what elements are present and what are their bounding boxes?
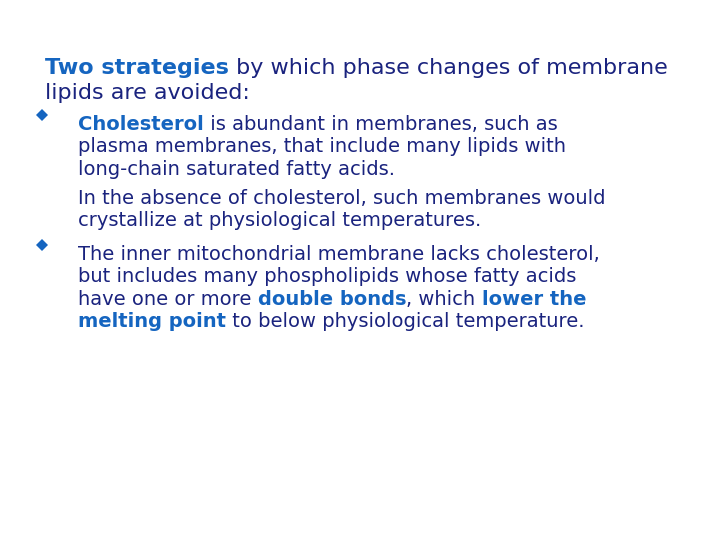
Text: is abundant in membranes, such as: is abundant in membranes, such as: [204, 115, 557, 134]
Text: long-chain saturated fatty acids.: long-chain saturated fatty acids.: [78, 160, 395, 179]
Text: double bonds: double bonds: [258, 290, 406, 309]
Text: by which phase changes of membrane: by which phase changes of membrane: [229, 58, 667, 78]
Text: In the absence of cholesterol, such membranes would: In the absence of cholesterol, such memb…: [78, 189, 606, 208]
Text: have one or more: have one or more: [78, 290, 258, 309]
Text: but includes many phospholipids whose fatty acids: but includes many phospholipids whose fa…: [78, 267, 577, 286]
Text: to below physiological temperature.: to below physiological temperature.: [226, 312, 585, 331]
Text: The inner mitochondrial membrane lacks cholesterol,: The inner mitochondrial membrane lacks c…: [78, 245, 600, 264]
Text: plasma membranes, that include many lipids with: plasma membranes, that include many lipi…: [78, 138, 566, 157]
Text: lipids are avoided:: lipids are avoided:: [45, 83, 250, 103]
Text: Cholesterol: Cholesterol: [78, 115, 204, 134]
Text: lower the: lower the: [482, 290, 586, 309]
Text: melting point: melting point: [78, 312, 226, 331]
Text: , which: , which: [406, 290, 482, 309]
Text: crystallize at physiological temperatures.: crystallize at physiological temperature…: [78, 211, 481, 231]
Text: Two strategies: Two strategies: [45, 58, 229, 78]
